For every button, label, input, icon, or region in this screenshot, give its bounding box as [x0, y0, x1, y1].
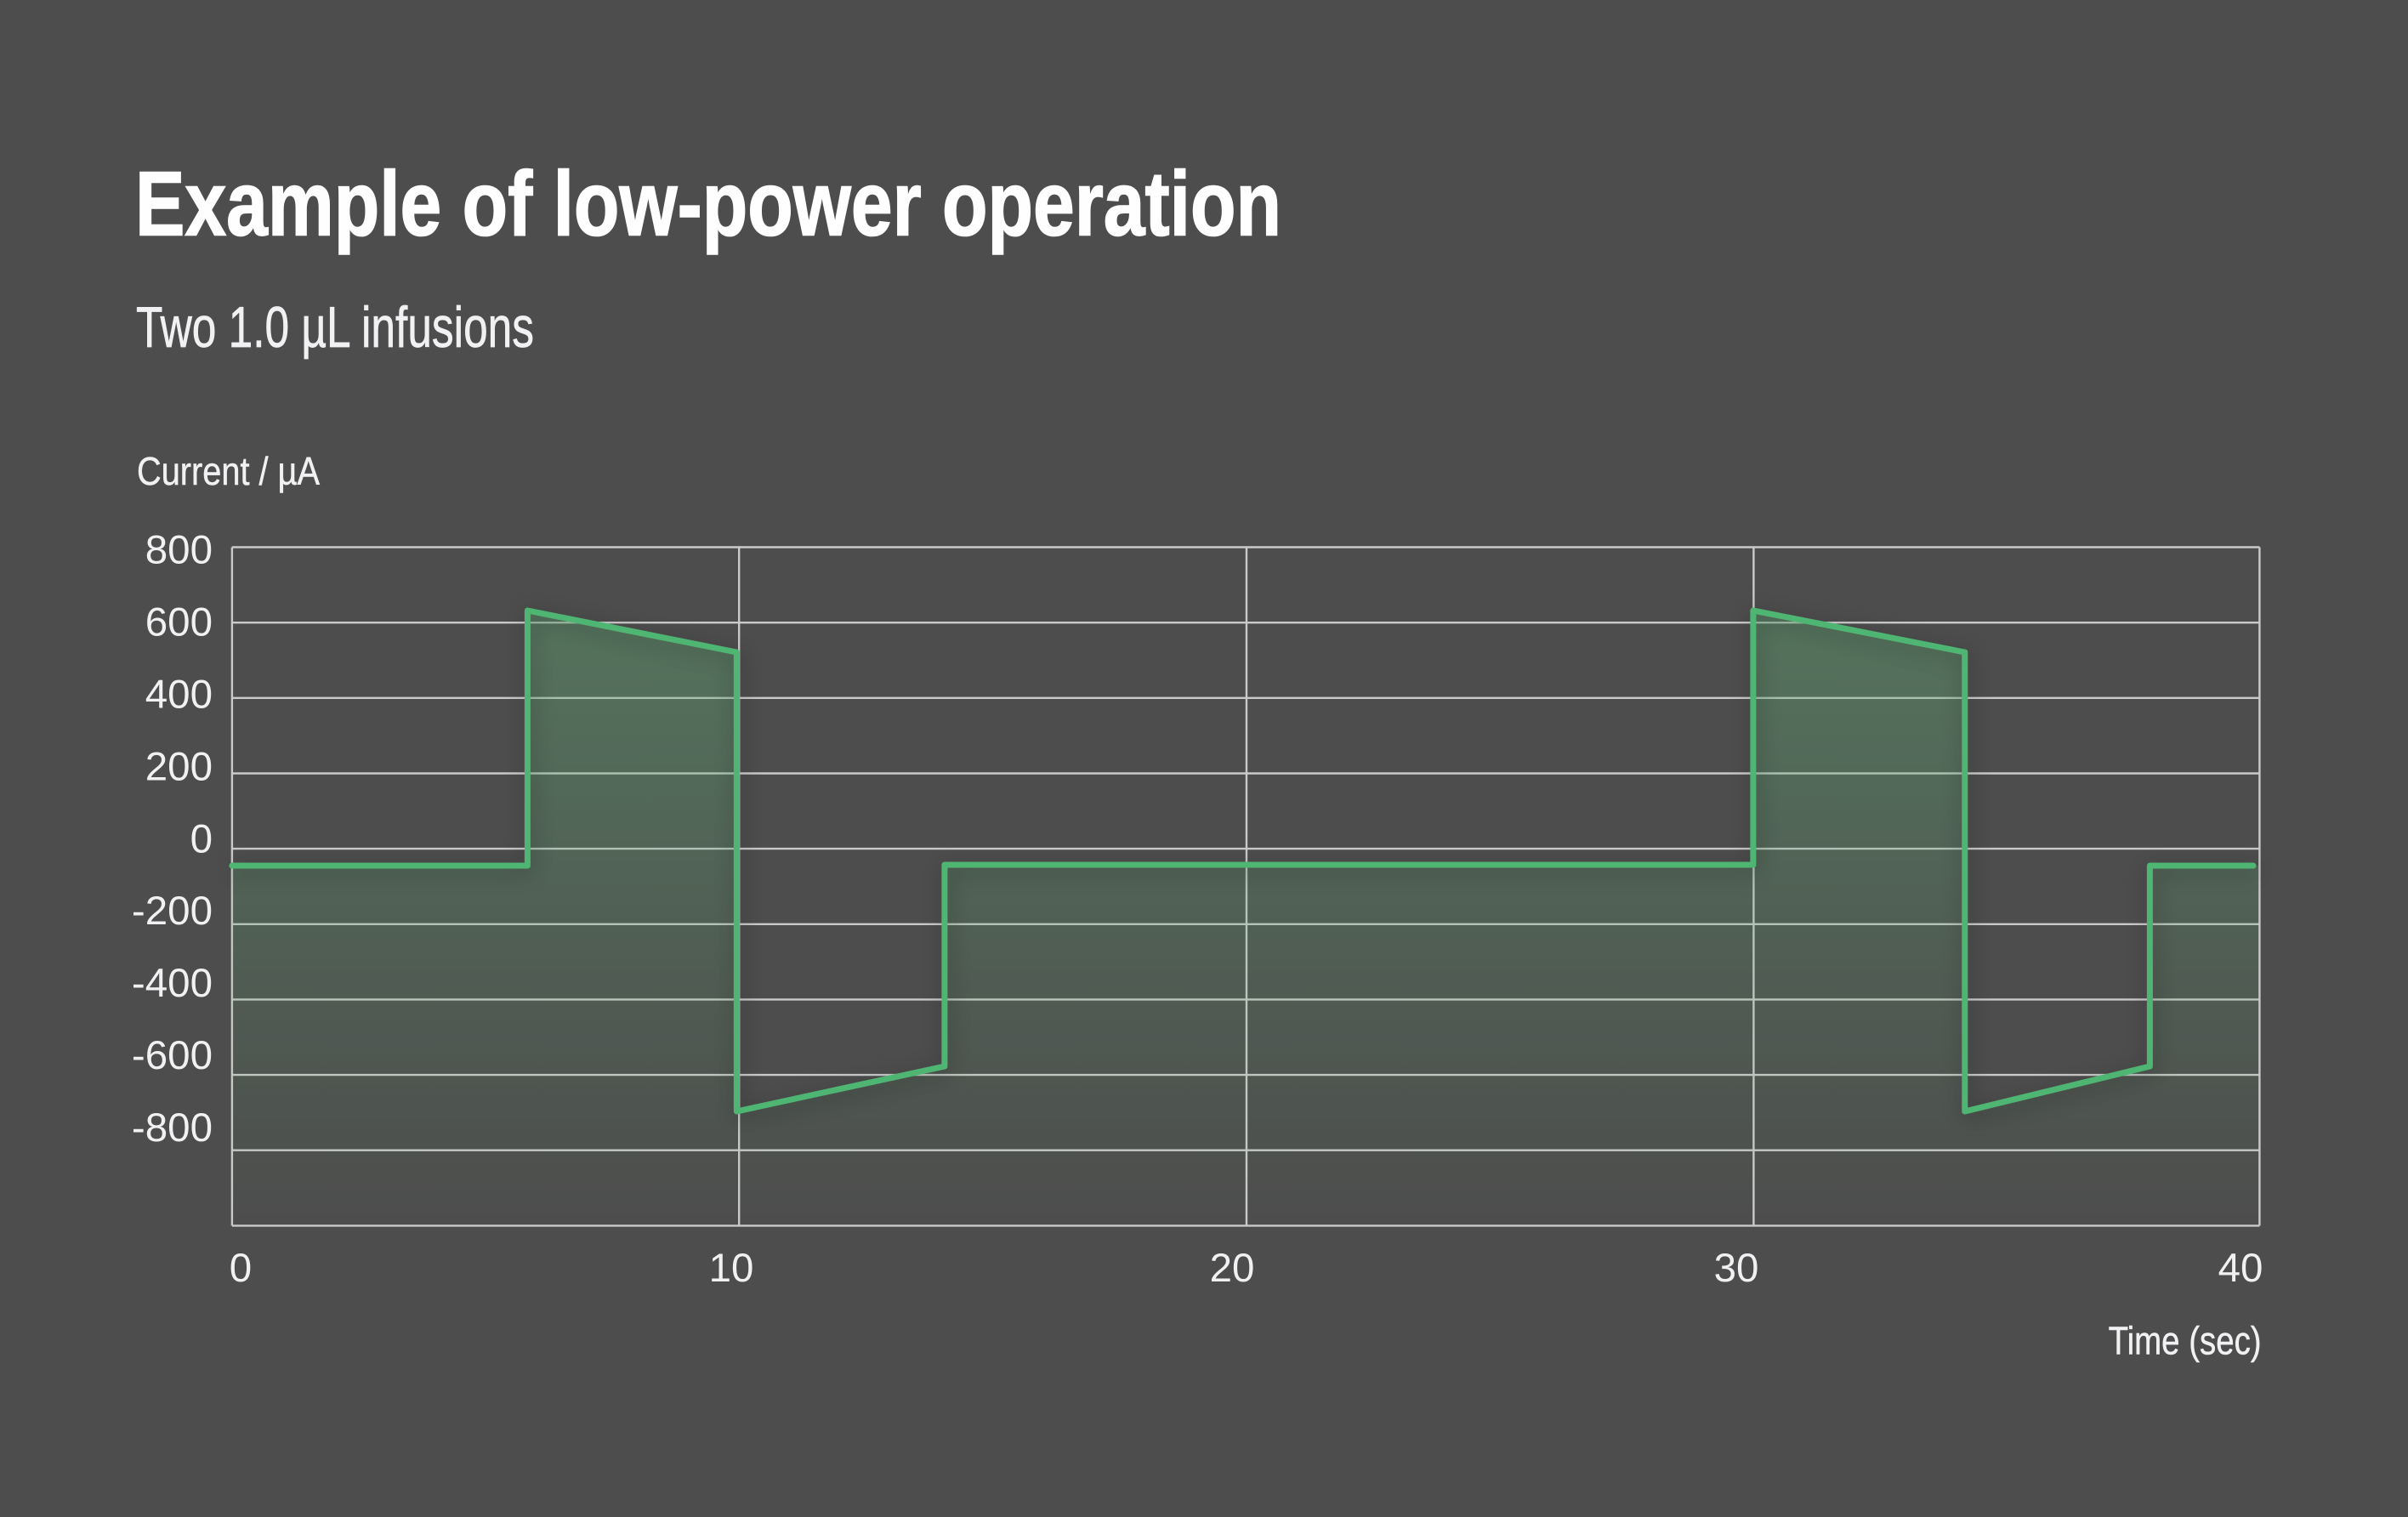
- svg-text:-200: -200: [132, 889, 213, 934]
- svg-text:10: 10: [709, 1246, 754, 1291]
- svg-text:-400: -400: [132, 961, 213, 1006]
- svg-text:40: 40: [2218, 1246, 2263, 1291]
- svg-text:30: 30: [1714, 1246, 1759, 1291]
- svg-text:400: 400: [145, 673, 213, 718]
- svg-text:-600: -600: [132, 1033, 213, 1078]
- svg-text:Two 1.0 µL infusions: Two 1.0 µL infusions: [136, 295, 534, 360]
- svg-text:20: 20: [1210, 1246, 1255, 1291]
- svg-text:800: 800: [145, 528, 213, 573]
- svg-text:Current / µA: Current / µA: [137, 449, 320, 493]
- svg-text:600: 600: [145, 600, 213, 645]
- svg-text:0: 0: [230, 1246, 252, 1291]
- svg-text:Time (sec): Time (sec): [2109, 1319, 2262, 1363]
- svg-text:0: 0: [190, 816, 213, 861]
- svg-text:200: 200: [145, 744, 213, 789]
- svg-text:Example of low-power operation: Example of low-power operation: [135, 152, 1281, 255]
- svg-text:-800: -800: [132, 1105, 213, 1151]
